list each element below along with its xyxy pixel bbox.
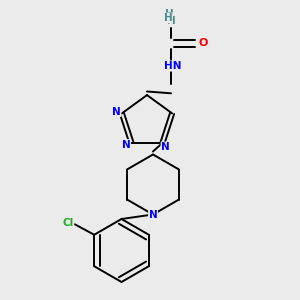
Text: N: N <box>122 140 130 150</box>
Text: HN: HN <box>164 61 181 71</box>
Text: Cl: Cl <box>62 218 74 228</box>
Text: H: H <box>164 13 172 23</box>
Text: H: H <box>167 16 176 26</box>
Text: N: N <box>112 106 121 116</box>
Text: H: H <box>165 9 174 20</box>
Text: O: O <box>199 38 208 49</box>
Text: N: N <box>148 209 158 220</box>
Text: N: N <box>161 142 170 152</box>
